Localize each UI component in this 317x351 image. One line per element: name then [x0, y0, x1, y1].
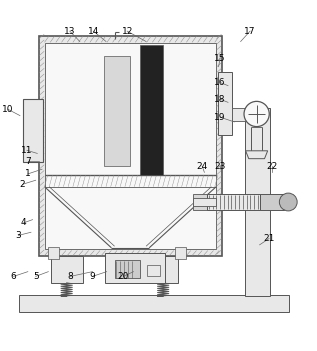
- Text: 24: 24: [197, 161, 208, 171]
- Bar: [19, 294, 289, 312]
- Bar: [260, 194, 284, 210]
- Bar: [193, 194, 207, 210]
- Text: 19: 19: [214, 113, 226, 122]
- Text: 8: 8: [68, 272, 73, 281]
- Circle shape: [279, 193, 297, 211]
- Text: 5: 5: [33, 272, 39, 281]
- Text: 21: 21: [263, 234, 275, 243]
- Text: 1: 1: [25, 170, 31, 178]
- Text: 23: 23: [215, 161, 226, 171]
- Bar: [44, 42, 216, 249]
- Bar: [218, 72, 232, 135]
- Polygon shape: [246, 151, 268, 159]
- Text: 11: 11: [21, 146, 33, 155]
- Text: 3: 3: [16, 231, 21, 240]
- Bar: [105, 55, 130, 166]
- Text: 16: 16: [214, 78, 226, 87]
- Bar: [193, 198, 216, 206]
- Text: 12: 12: [121, 27, 133, 35]
- Bar: [106, 253, 165, 283]
- Text: 14: 14: [88, 27, 99, 35]
- Text: 9: 9: [90, 272, 95, 281]
- Bar: [115, 260, 140, 278]
- Text: 15: 15: [214, 54, 226, 63]
- Bar: [175, 247, 186, 259]
- Text: 22: 22: [267, 161, 278, 171]
- Text: 2: 2: [20, 180, 25, 189]
- Circle shape: [244, 101, 269, 127]
- Bar: [140, 45, 163, 175]
- Bar: [23, 99, 43, 161]
- Text: 6: 6: [11, 272, 16, 281]
- Bar: [48, 247, 59, 259]
- Text: 18: 18: [214, 95, 226, 104]
- Text: 4: 4: [21, 218, 27, 227]
- Bar: [51, 256, 83, 283]
- Bar: [39, 36, 222, 256]
- Text: 17: 17: [244, 27, 256, 35]
- Text: 7: 7: [25, 157, 31, 166]
- Bar: [148, 256, 178, 283]
- Bar: [232, 108, 255, 121]
- Text: 13: 13: [64, 27, 75, 35]
- Text: 20: 20: [118, 272, 129, 281]
- Text: 10: 10: [2, 105, 14, 114]
- Bar: [147, 265, 160, 276]
- Bar: [207, 194, 260, 210]
- Bar: [245, 108, 269, 296]
